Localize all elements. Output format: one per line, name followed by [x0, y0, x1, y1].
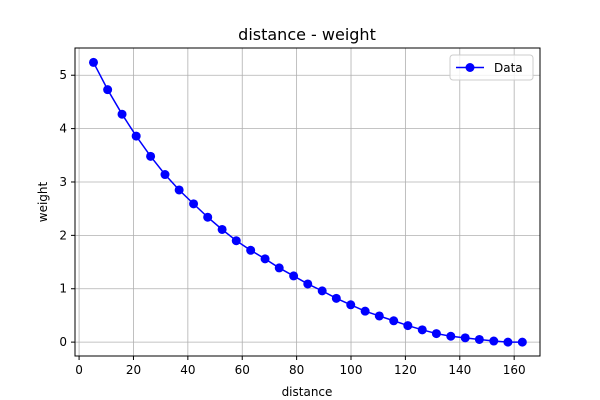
data-point: [431, 329, 441, 339]
data-point: [403, 321, 413, 331]
x-tick-label: 80: [289, 363, 304, 377]
data-point: [88, 57, 98, 67]
data-point: [289, 271, 299, 281]
y-axis-ticks: 0 1 2 3 4 5: [59, 68, 75, 349]
data-point: [460, 333, 470, 343]
data-point: [389, 316, 399, 326]
x-axis-ticks: 0 20 40 60 80 100 120 140 160: [75, 356, 526, 377]
y-tick-label: 4: [59, 122, 67, 136]
y-tick-label: 5: [59, 68, 67, 82]
x-axis-label: distance: [282, 385, 333, 399]
x-tick-label: 60: [235, 363, 250, 377]
legend-box: [449, 54, 534, 81]
legend: Data: [449, 54, 534, 81]
data-point: [374, 311, 384, 321]
y-tick-label: 1: [59, 282, 67, 296]
x-tick-label: 100: [340, 363, 363, 377]
x-tick-label: 120: [394, 363, 417, 377]
data-point: [160, 170, 170, 180]
data-point: [503, 337, 513, 347]
data-point: [474, 334, 484, 344]
legend-label: Data: [494, 61, 523, 75]
y-tick-label: 3: [59, 175, 67, 189]
data-point: [446, 331, 456, 341]
data-point: [317, 286, 327, 296]
x-tick-label: 160: [503, 363, 526, 377]
data-point: [274, 263, 284, 273]
y-tick-label: 0: [59, 335, 67, 349]
x-tick-label: 0: [75, 363, 83, 377]
x-tick-label: 40: [180, 363, 195, 377]
data-point: [360, 306, 370, 316]
data-point: [203, 212, 213, 222]
y-tick-label: 2: [59, 228, 67, 242]
grid: [75, 48, 540, 356]
data-point: [260, 254, 270, 264]
series-data: [88, 57, 527, 347]
plot-area-frame: [74, 47, 541, 357]
data-point: [174, 185, 184, 195]
chart-title: distance - weight: [238, 25, 376, 44]
data-point: [146, 151, 156, 161]
data-point: [489, 336, 499, 346]
data-point: [117, 109, 127, 119]
data-point: [346, 300, 356, 310]
data-point: [103, 85, 113, 95]
data-point: [131, 131, 141, 141]
data-point: [331, 293, 341, 303]
data-point: [417, 325, 427, 335]
data-point: [517, 337, 527, 347]
data-point: [231, 236, 241, 246]
x-tick-label: 140: [448, 363, 471, 377]
x-tick-label: 20: [126, 363, 141, 377]
data-point: [189, 199, 199, 209]
legend-marker-swatch: [465, 63, 475, 72]
y-axis-label: weight: [36, 181, 50, 222]
data-point: [246, 245, 256, 255]
data-point: [303, 279, 313, 289]
data-point: [217, 224, 227, 234]
series-line: [92, 62, 523, 343]
